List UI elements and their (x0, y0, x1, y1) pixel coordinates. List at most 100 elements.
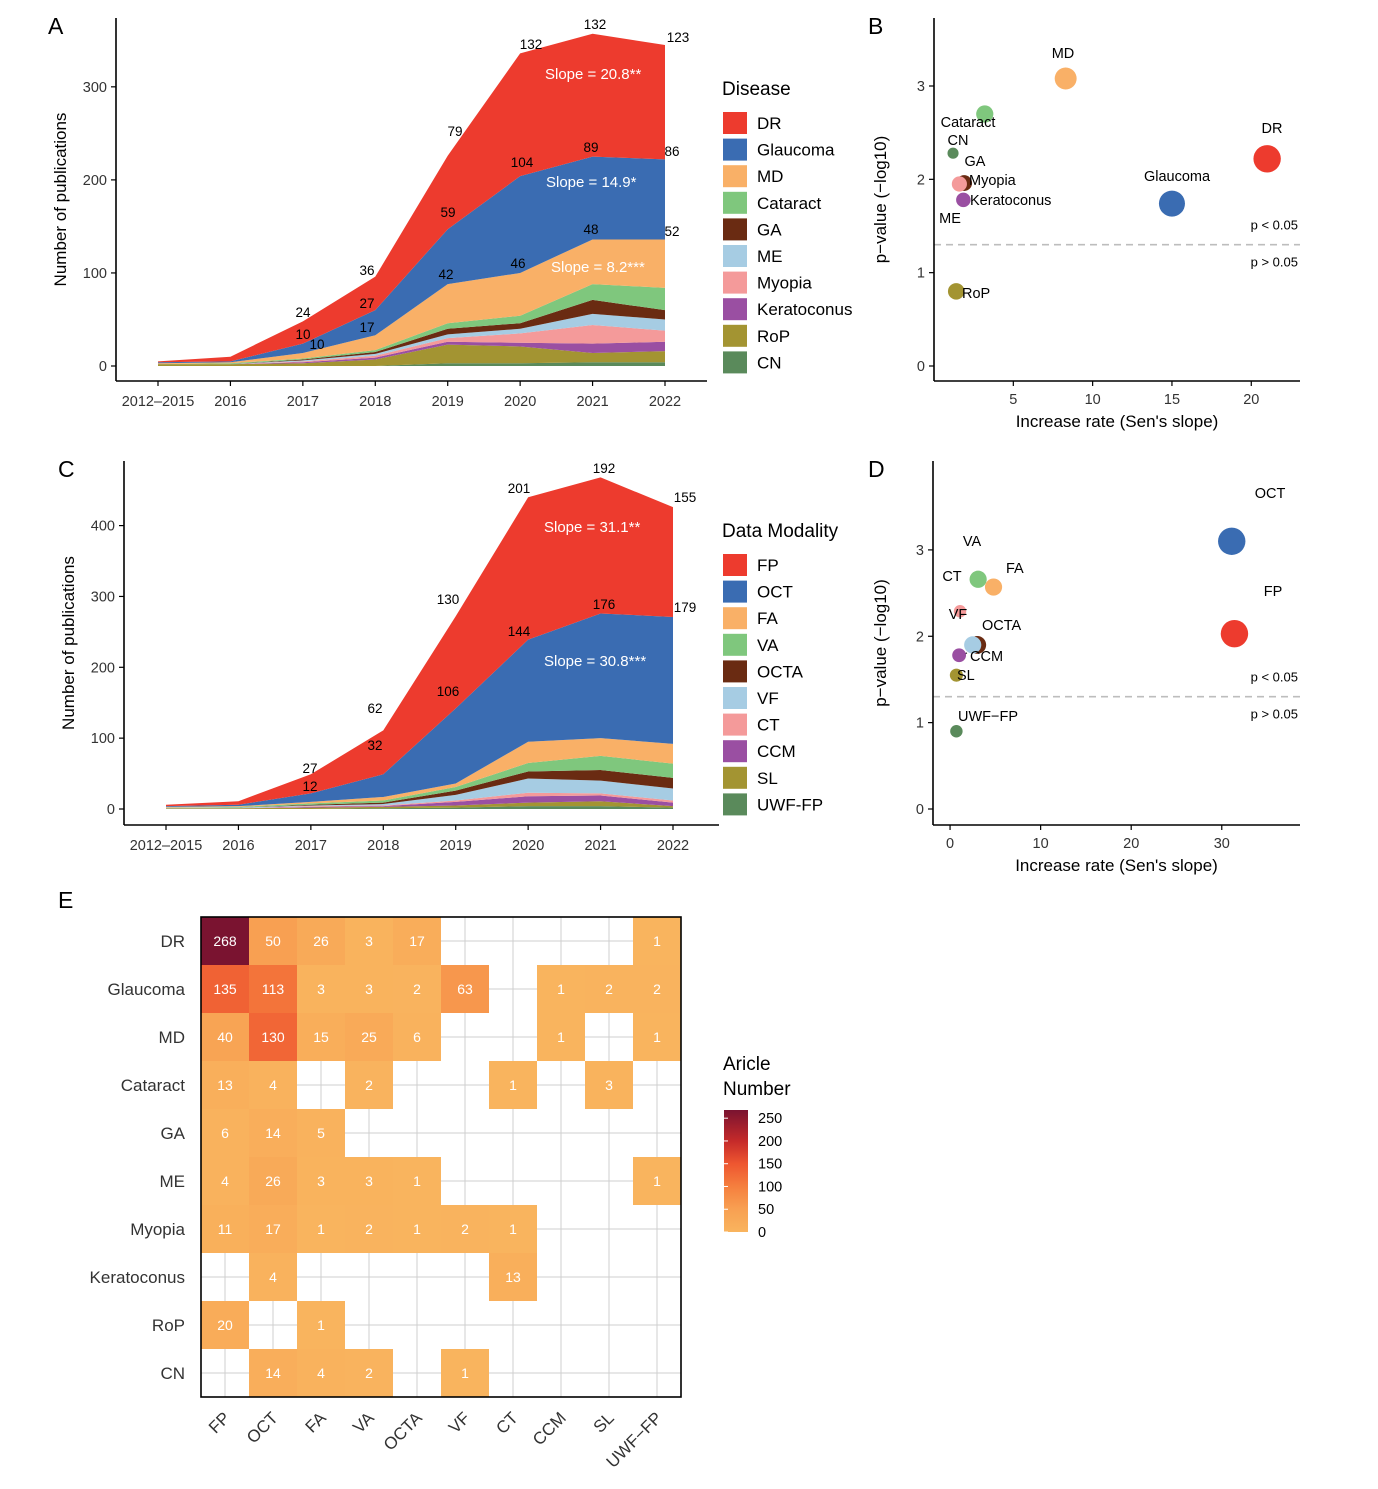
x-tick-label: 2022 (649, 394, 681, 410)
legend-swatch-cn (723, 351, 747, 374)
legend-title: Data Modality (722, 521, 839, 542)
heat-cell-value: 1 (653, 933, 661, 949)
legend-label-cataract: Cataract (757, 194, 822, 213)
y-tick-label: 400 (91, 519, 115, 535)
heat-cell-value: 3 (605, 1077, 613, 1093)
y-tick-label: 200 (83, 173, 107, 189)
x-tick-label: 15 (1164, 392, 1180, 408)
y-tick-label: 2 (917, 172, 925, 188)
point-va (969, 570, 987, 588)
legend-swatch-sl (723, 766, 747, 789)
col-label: OCTA (380, 1408, 426, 1454)
x-tick-label: 2020 (512, 838, 544, 854)
data-label: 176 (593, 597, 616, 612)
heat-cell (633, 965, 681, 1013)
area-glaucoma (158, 156, 665, 364)
area-ga (158, 299, 665, 365)
heat-cell-value: 3 (365, 933, 373, 949)
heat-cell-value: 13 (505, 1269, 521, 1285)
data-label: 17 (359, 320, 374, 335)
data-label: 132 (520, 37, 543, 52)
colorbar-tick-label: 0 (758, 1225, 766, 1241)
heat-cell (633, 1013, 681, 1061)
panel-c-area-chart: 0 100 200 300 400 2012–2015 2016 2017 2018 2019 20… (58, 456, 839, 854)
heat-cell-value: 17 (265, 1221, 281, 1237)
x-tick-label: 2019 (432, 394, 464, 410)
heat-cell (249, 917, 297, 965)
legend-label-rop: RoP (757, 327, 790, 346)
heat-cell-value: 1 (413, 1221, 421, 1237)
x-tick-label: 2012–2015 (130, 838, 203, 854)
heat-cell-value: 113 (262, 981, 285, 997)
point-label-va: VA (963, 534, 982, 550)
legend-swatch-octa (723, 660, 747, 683)
legend-swatch-rop (723, 324, 747, 347)
point-fa (984, 578, 1003, 596)
legend-label-vf: VF (757, 689, 779, 708)
heat-cell (633, 917, 681, 965)
heatmap-border (200, 916, 682, 1398)
heat-cell-value: 1 (557, 981, 565, 997)
area-fa (166, 738, 673, 808)
heat-cell-value: 63 (457, 981, 473, 997)
legend-swatch-myopia (723, 271, 747, 294)
legend-label-va: VA (757, 636, 779, 655)
point-label-vf: VF (949, 607, 968, 623)
legend-label-oct: OCT (757, 583, 793, 602)
y-tick-label: 3 (917, 79, 925, 95)
y-tick-label: 2 (916, 629, 924, 645)
y-tick-label: 1 (917, 266, 925, 282)
slope-label: Slope = 8.2*** (551, 259, 645, 276)
heat-cell (441, 1205, 489, 1253)
area-dr (158, 33, 665, 363)
data-label: 86 (664, 144, 679, 159)
heat-cell-value: 2 (365, 1221, 373, 1237)
area-oct (166, 613, 673, 807)
heat-cell (489, 1253, 537, 1301)
area-va (166, 755, 673, 808)
legend-label-cn: CN (757, 353, 782, 372)
heat-cell-value: 2 (605, 981, 613, 997)
x-axis-title: Increase rate (Sen's slope) (1016, 412, 1219, 431)
legend-swatch-dr (723, 112, 747, 134)
legend-swatch-fa (723, 607, 747, 630)
heat-cell-value: 130 (261, 1029, 285, 1045)
point-label-dr: DR (1262, 121, 1283, 137)
point-label-fa: FA (1006, 561, 1024, 577)
col-label: CCM (529, 1408, 570, 1449)
row-label: Myopia (130, 1220, 185, 1239)
heat-cell (345, 1061, 393, 1109)
heat-cell-value: 1 (653, 1029, 661, 1045)
heat-cell-value: 15 (313, 1029, 329, 1045)
area-cn (158, 362, 665, 366)
point-sl (949, 668, 963, 682)
heat-cell-value: 25 (361, 1029, 377, 1045)
point-ccm (952, 648, 967, 663)
heat-cell-value: 135 (213, 981, 237, 997)
legend-swatch-ct (723, 713, 747, 736)
heat-cell (297, 965, 345, 1013)
heat-cell-value: 20 (217, 1317, 233, 1333)
data-label: 27 (302, 761, 317, 776)
legend-swatch-uwf-fp (723, 793, 747, 816)
row-label: Glaucoma (108, 980, 186, 999)
row-label: GA (160, 1124, 185, 1143)
heat-cell (249, 1205, 297, 1253)
col-label: VF (445, 1408, 474, 1437)
heat-cell-value: 1 (509, 1077, 517, 1093)
data-label: 62 (367, 701, 382, 716)
row-label: ME (160, 1172, 186, 1191)
heat-cell (249, 1253, 297, 1301)
point-label-keratoconus: Keratoconus (970, 193, 1051, 209)
y-axis-title: Number of publications (59, 556, 78, 730)
y-tick-label: 300 (83, 80, 107, 96)
data-label: 24 (295, 305, 311, 320)
col-label: FA (302, 1408, 331, 1437)
x-tick-label: 2017 (295, 838, 327, 854)
point-label-oct: OCT (1255, 486, 1286, 502)
point-label-fp: FP (1264, 584, 1283, 600)
heat-cell (393, 1013, 441, 1061)
colorbar (724, 1110, 748, 1232)
legend-title-line-2: Number (723, 1079, 791, 1100)
heat-cell (201, 965, 249, 1013)
